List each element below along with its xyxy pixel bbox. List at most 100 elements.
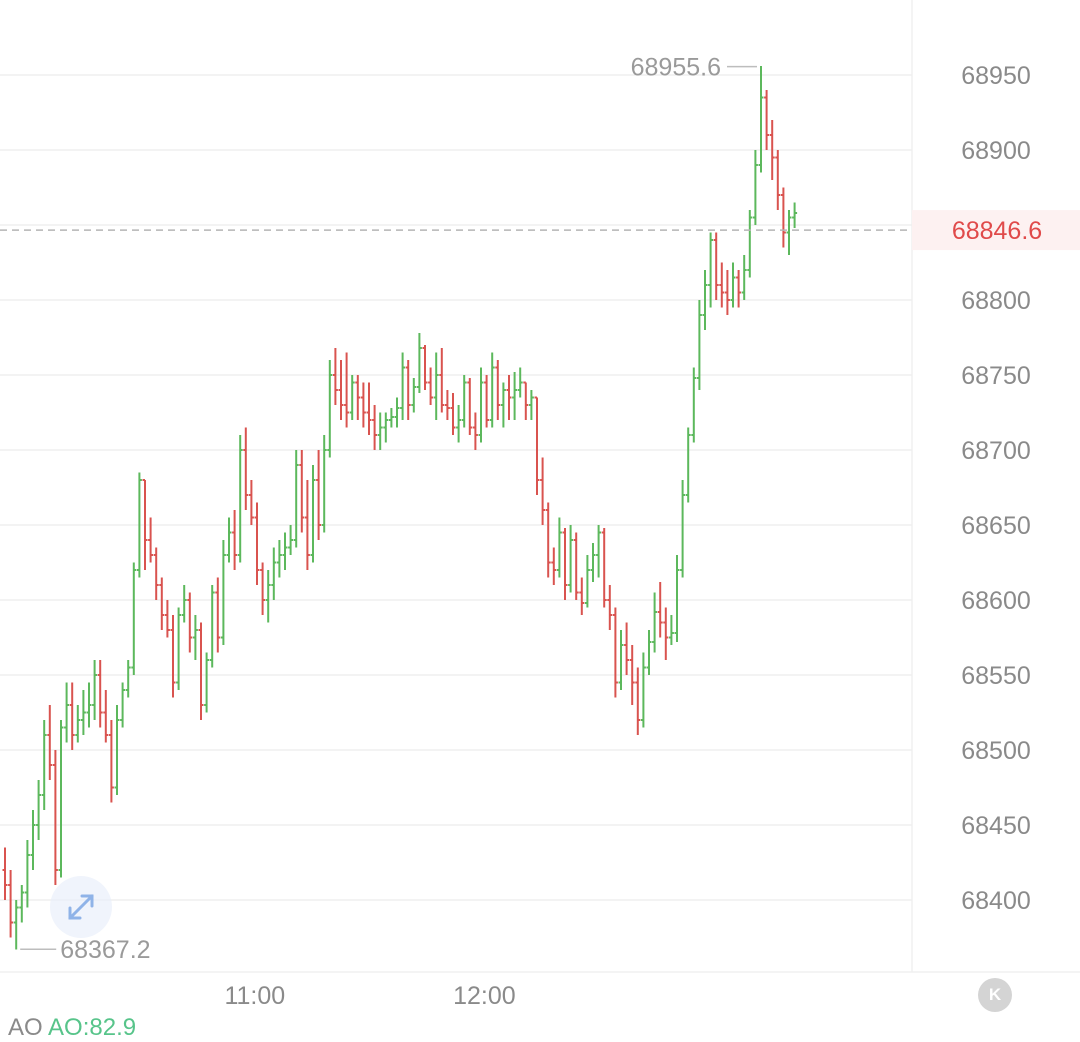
k-label: K: [988, 985, 1002, 1004]
ohlc-bar-down: [719, 262, 725, 308]
ohlc-bar-down: [545, 502, 551, 578]
ohlc-bar-down: [232, 510, 238, 570]
ohlc-bar-up: [528, 390, 534, 420]
grid-lines: [0, 0, 1080, 973]
ohlc-bar-up: [792, 202, 798, 228]
ohlc-bar-down: [153, 547, 159, 600]
ohlc-bar-up: [388, 408, 394, 428]
ohlc-bar-down: [657, 582, 663, 638]
ohlc-bar-down: [573, 532, 579, 600]
ohlc-bar-up: [176, 607, 182, 690]
ohlc-bar-down: [332, 348, 338, 405]
ohlc-bar-up: [668, 615, 674, 645]
ohlc-bar-down: [159, 577, 165, 630]
price-tick-label: 68800: [961, 287, 1031, 315]
ohlc-bar-up: [271, 547, 277, 600]
ohlc-bar-up: [500, 382, 506, 428]
ohlc-bar-down: [607, 585, 613, 630]
ohlc-bar-up: [114, 705, 120, 795]
ohlc-bar-up: [13, 900, 19, 950]
ohlc-bar-up: [394, 397, 400, 428]
ohlc-bar-down: [254, 502, 260, 585]
ohlc-bar-up: [640, 652, 646, 728]
ohlc-bar-up: [120, 682, 126, 728]
ohlc-bar-up: [75, 705, 81, 743]
ohlc-bar-down: [422, 345, 428, 390]
ohlc-bar-up: [730, 262, 736, 308]
ohlc-bar-up: [92, 660, 98, 720]
price-tick-label: 68650: [961, 512, 1031, 540]
ohlc-bar-up: [596, 525, 602, 578]
ohlc-bar-up: [478, 367, 484, 443]
ohlc-bar-up: [349, 375, 355, 420]
ohlc-bar-down: [769, 120, 775, 180]
ohlc-bar-up: [584, 555, 590, 608]
ohlc-bar-down: [612, 607, 618, 698]
high-price-label: 68955.6: [631, 54, 721, 82]
ohlc-bar-up: [680, 480, 686, 578]
kline-toggle-button[interactable]: K: [978, 978, 1012, 1012]
ohlc-bar-up: [741, 255, 747, 300]
price-tick-label: 68950: [961, 62, 1031, 90]
ohlc-bar-up: [220, 540, 226, 645]
ohlc-bar-down: [428, 367, 434, 405]
ohlc-bar-up: [691, 367, 697, 443]
ohlc-bar-up: [265, 570, 271, 623]
ohlc-bar-down: [215, 577, 221, 653]
ohlc-bar-down: [663, 607, 669, 660]
ohlc-bar-up: [24, 840, 30, 908]
ohlc-bar-down: [338, 360, 344, 420]
ohlc-bar-down: [198, 622, 204, 720]
ohlc-bar-down: [366, 382, 372, 435]
ohlc-bar-down: [495, 360, 501, 420]
ohlc-bar-up: [685, 427, 691, 503]
ohlc-bar-up: [310, 465, 316, 563]
ohlc-bar-up: [512, 372, 518, 420]
price-tick-label: 68700: [961, 437, 1031, 465]
fullscreen-button[interactable]: [50, 876, 112, 938]
ohlc-bar-down: [108, 720, 114, 803]
time-tick-label: 11:00: [224, 982, 285, 1010]
ohlc-bar-down: [187, 592, 193, 653]
ohlc-bar-up: [41, 720, 47, 810]
ohlc-bar-up: [293, 450, 299, 548]
ohlc-bar-down: [540, 457, 546, 525]
price-tick-label: 68600: [961, 587, 1031, 615]
ohlc-bar-up: [125, 660, 131, 698]
ohlc-bar-down: [260, 562, 266, 615]
ohlc-bar-up: [411, 378, 417, 413]
ohlc-bar-up: [321, 435, 327, 533]
price-markers: 68846.6 68955.6 68367.2: [0, 54, 1080, 964]
ohlc-bar-up: [556, 517, 562, 578]
ohlc-bar-up: [36, 780, 42, 840]
ohlc-bar-down: [103, 690, 109, 743]
ohlc-bar-down: [506, 375, 512, 420]
ohlc-bar-up: [237, 435, 243, 563]
ohlc-bar-up: [568, 525, 574, 593]
ohlc-bar-up: [456, 405, 462, 443]
low-price-label: 68367.2: [60, 936, 150, 964]
ohlc-bar-up: [276, 540, 282, 578]
expand-arrows-icon: [68, 894, 94, 920]
ohlc-bar-down: [142, 479, 148, 570]
ohlc-bar-down: [523, 381, 529, 420]
ohlc-bar-up: [64, 682, 70, 743]
ohlc-bar-down: [344, 352, 350, 428]
ohlc-bar-up: [590, 543, 596, 582]
price-tick-label: 68400: [961, 887, 1031, 915]
ohlc-bar-down: [601, 528, 607, 608]
ohlc-bar-up: [192, 615, 198, 660]
price-tick-label: 68450: [961, 812, 1031, 840]
ohlc-bar-down: [724, 270, 730, 315]
ohlc-bar-down: [360, 382, 366, 428]
ohlc-bar-down: [467, 378, 473, 435]
ohlc-bar-up: [433, 352, 439, 420]
price-tick-label: 68750: [961, 362, 1031, 390]
ohlc-bar-up: [288, 525, 294, 555]
ohlc-bar-down: [299, 450, 305, 533]
ohlc-bar-up: [652, 592, 658, 653]
price-tick-label: 68550: [961, 662, 1031, 690]
ohlc-bar-down: [635, 667, 641, 735]
ohlc-bar-up: [80, 690, 86, 735]
